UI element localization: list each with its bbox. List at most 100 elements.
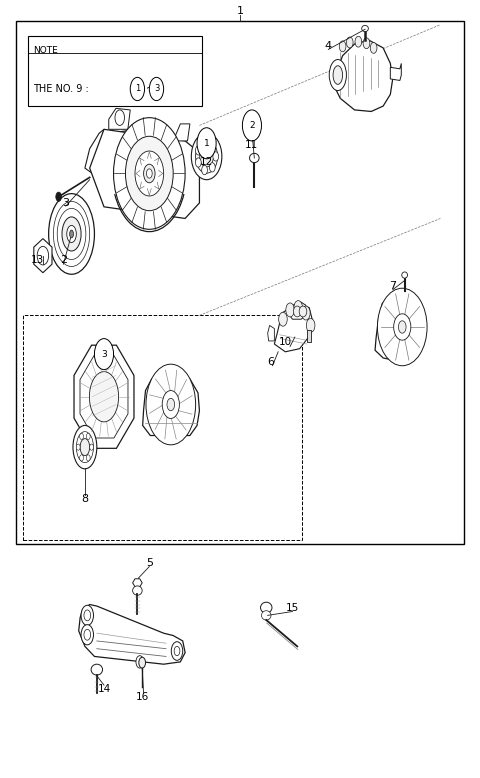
Ellipse shape xyxy=(261,602,272,613)
Circle shape xyxy=(286,303,294,317)
Circle shape xyxy=(195,145,201,155)
Text: 7: 7 xyxy=(389,281,396,291)
Ellipse shape xyxy=(402,272,408,279)
Circle shape xyxy=(339,41,346,52)
Ellipse shape xyxy=(146,169,152,178)
Polygon shape xyxy=(132,579,142,587)
Text: THE NO. 9 :: THE NO. 9 : xyxy=(34,84,89,94)
Circle shape xyxy=(209,163,215,172)
Polygon shape xyxy=(275,303,312,352)
Circle shape xyxy=(213,152,218,161)
Polygon shape xyxy=(79,605,185,664)
Polygon shape xyxy=(335,40,393,111)
Ellipse shape xyxy=(362,26,368,32)
Polygon shape xyxy=(74,345,134,448)
Ellipse shape xyxy=(299,306,307,317)
Circle shape xyxy=(355,37,362,47)
Text: 16: 16 xyxy=(135,692,149,702)
Text: 2: 2 xyxy=(60,254,67,265)
Ellipse shape xyxy=(139,657,145,668)
Ellipse shape xyxy=(37,247,48,265)
Circle shape xyxy=(56,192,61,202)
Ellipse shape xyxy=(162,391,180,419)
Polygon shape xyxy=(80,356,128,438)
Ellipse shape xyxy=(132,586,142,595)
Circle shape xyxy=(115,110,124,125)
Text: 1: 1 xyxy=(135,85,140,93)
Ellipse shape xyxy=(398,321,406,333)
Circle shape xyxy=(84,629,91,640)
Ellipse shape xyxy=(167,398,175,411)
Ellipse shape xyxy=(329,60,347,90)
Text: 13: 13 xyxy=(31,254,44,265)
Circle shape xyxy=(202,138,207,148)
Circle shape xyxy=(197,128,216,159)
Circle shape xyxy=(81,605,94,626)
Ellipse shape xyxy=(195,140,217,173)
Circle shape xyxy=(86,455,90,461)
Ellipse shape xyxy=(80,439,90,456)
Ellipse shape xyxy=(76,432,94,463)
Ellipse shape xyxy=(135,151,164,196)
Ellipse shape xyxy=(73,426,97,469)
Circle shape xyxy=(136,656,144,668)
Ellipse shape xyxy=(394,314,411,340)
Text: 8: 8 xyxy=(81,494,88,504)
Polygon shape xyxy=(85,129,137,199)
Circle shape xyxy=(86,433,90,440)
Ellipse shape xyxy=(91,664,103,675)
Circle shape xyxy=(76,444,80,450)
Text: 11: 11 xyxy=(245,140,259,150)
Polygon shape xyxy=(143,379,199,436)
Ellipse shape xyxy=(144,164,155,183)
Polygon shape xyxy=(307,330,311,342)
Text: 6: 6 xyxy=(267,357,275,367)
Ellipse shape xyxy=(89,372,119,422)
Ellipse shape xyxy=(262,611,271,620)
Ellipse shape xyxy=(48,194,95,275)
Circle shape xyxy=(306,318,315,332)
Circle shape xyxy=(80,433,84,440)
Text: 15: 15 xyxy=(286,603,299,612)
Circle shape xyxy=(195,158,201,167)
FancyBboxPatch shape xyxy=(16,21,464,544)
Circle shape xyxy=(279,312,287,326)
Ellipse shape xyxy=(333,65,343,84)
Ellipse shape xyxy=(57,209,86,260)
Ellipse shape xyxy=(293,306,301,317)
Circle shape xyxy=(149,77,164,100)
Circle shape xyxy=(171,642,183,661)
Text: 3: 3 xyxy=(62,198,69,208)
Circle shape xyxy=(130,77,144,100)
Text: 14: 14 xyxy=(97,684,110,694)
Circle shape xyxy=(209,141,215,150)
Circle shape xyxy=(294,300,302,314)
Ellipse shape xyxy=(377,288,427,366)
Ellipse shape xyxy=(146,364,196,445)
Circle shape xyxy=(363,38,370,49)
Text: 5: 5 xyxy=(146,559,153,569)
Circle shape xyxy=(301,306,310,320)
Ellipse shape xyxy=(200,146,214,167)
Ellipse shape xyxy=(53,202,90,267)
Ellipse shape xyxy=(125,136,173,211)
Circle shape xyxy=(370,43,377,54)
Polygon shape xyxy=(173,124,190,141)
Circle shape xyxy=(95,338,114,370)
Text: 1: 1 xyxy=(204,138,209,148)
Circle shape xyxy=(81,625,94,645)
Circle shape xyxy=(80,455,84,461)
Ellipse shape xyxy=(67,226,76,243)
Text: 1: 1 xyxy=(237,6,243,16)
Text: 3: 3 xyxy=(101,349,107,359)
Circle shape xyxy=(174,647,180,656)
Ellipse shape xyxy=(70,230,73,238)
Polygon shape xyxy=(109,108,130,129)
Circle shape xyxy=(84,610,91,621)
Ellipse shape xyxy=(114,117,185,230)
Polygon shape xyxy=(34,239,52,273)
Text: 3: 3 xyxy=(154,85,159,93)
Text: ~: ~ xyxy=(145,84,154,94)
Text: 10: 10 xyxy=(279,338,292,348)
Ellipse shape xyxy=(192,133,222,180)
